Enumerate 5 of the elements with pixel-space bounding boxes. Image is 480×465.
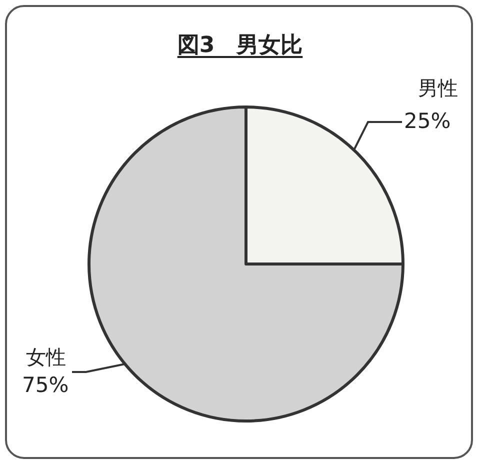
slice-label: 男性 <box>418 76 458 100</box>
data-label: 75% <box>22 373 69 397</box>
data-label: 25% <box>404 109 451 133</box>
chart-title: 図3 男女比 <box>177 33 303 58</box>
slice-label: 女性 <box>26 345 66 369</box>
